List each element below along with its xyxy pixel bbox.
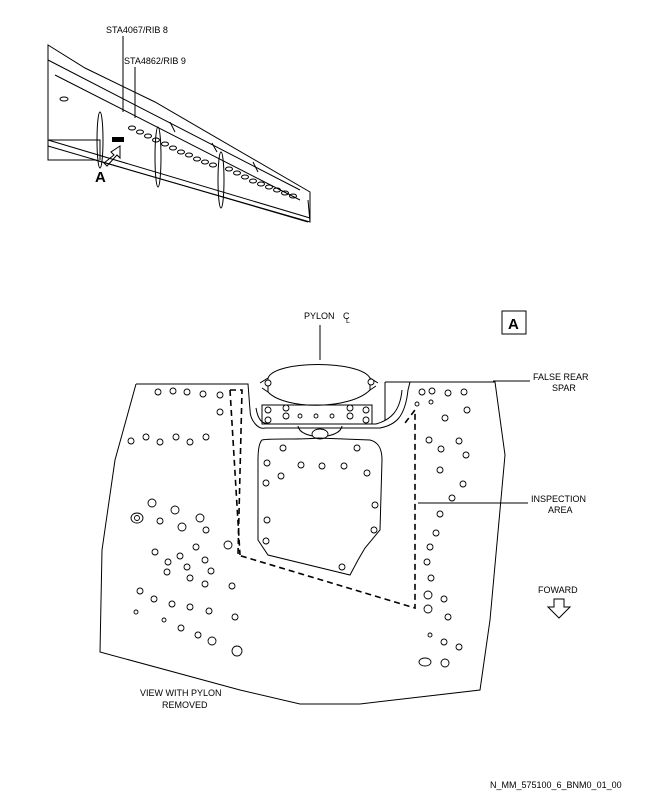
svg-text:A: A xyxy=(508,316,519,333)
forward-label: FOWARD xyxy=(538,585,578,595)
flap-track-fairing xyxy=(96,111,104,169)
view-a-reference: A xyxy=(95,169,106,186)
view-note-line1: VIEW WITH PYLON xyxy=(140,688,222,698)
view-a-box: A xyxy=(501,310,527,335)
inspection-area-label-line2: AREA xyxy=(548,505,573,515)
flap-track-fairing xyxy=(217,151,225,209)
wing-outline xyxy=(47,44,311,223)
false-rear-spar-label-line2: SPAR xyxy=(552,383,576,393)
pylon-aft-fitting xyxy=(249,364,411,440)
trailing-edge-holes xyxy=(59,96,297,199)
centerline-subscript: L xyxy=(346,318,350,325)
view-note-line2: REMOVED xyxy=(162,700,208,710)
view-arrow xyxy=(103,145,121,167)
wing-detail-view xyxy=(47,36,311,223)
forward-arrow-icon xyxy=(546,598,572,619)
inspection-location-marker xyxy=(112,137,124,142)
pylon-label: PYLON xyxy=(304,311,335,321)
inspection-area-label-line1: INSPECTION xyxy=(531,494,586,504)
flap-track-fairing xyxy=(154,126,162,188)
inspection-area-boundary xyxy=(230,389,416,610)
rib9-callout: STA4862/RIB 9 xyxy=(124,56,186,66)
wing-skin-panel xyxy=(99,381,506,705)
rib8-callout: STA4067/RIB 8 xyxy=(106,25,168,35)
fastener-holes xyxy=(127,387,471,668)
access-panel xyxy=(257,437,383,576)
figure-id: N_MM_575100_6_BNM0_01_00 xyxy=(490,780,622,790)
false-rear-spar-label-line1: FALSE REAR xyxy=(533,372,589,382)
centerline-symbol: C xyxy=(343,311,350,321)
